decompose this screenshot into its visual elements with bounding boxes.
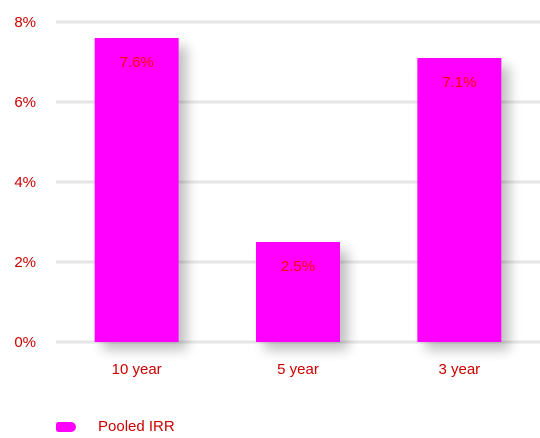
bars xyxy=(94,38,502,342)
y-tick-label: 8% xyxy=(14,14,36,31)
bar-chart: 0% 2% 4% 6% 8% 7.6% 2.5% 7.1% 10 year 5 year 3 y… xyxy=(14,14,540,378)
legend: Pooled IRR xyxy=(56,418,175,435)
bar xyxy=(94,38,179,342)
bar xyxy=(256,242,340,342)
y-tick-label: 0% xyxy=(14,334,36,351)
y-tick-label: 2% xyxy=(14,254,36,271)
bar-value-labels: 7.6% 2.5% 7.1% xyxy=(120,54,477,275)
x-tick-label: 10 year xyxy=(112,361,162,378)
x-axis-tick-labels: 10 year 5 year 3 year xyxy=(112,361,481,378)
bar-value-label: 2.5% xyxy=(281,258,315,275)
x-tick-label: 3 year xyxy=(438,361,480,378)
y-axis-tick-labels: 0% 2% 4% 6% 8% xyxy=(14,14,36,351)
y-tick-label: 6% xyxy=(14,94,36,111)
legend-label: Pooled IRR xyxy=(98,418,175,435)
y-tick-label: 4% xyxy=(14,174,36,191)
legend-swatch-icon xyxy=(56,421,76,432)
bar-value-label: 7.1% xyxy=(442,74,476,91)
bar xyxy=(417,58,502,342)
bar-value-label: 7.6% xyxy=(120,54,154,71)
x-tick-label: 5 year xyxy=(277,361,319,378)
